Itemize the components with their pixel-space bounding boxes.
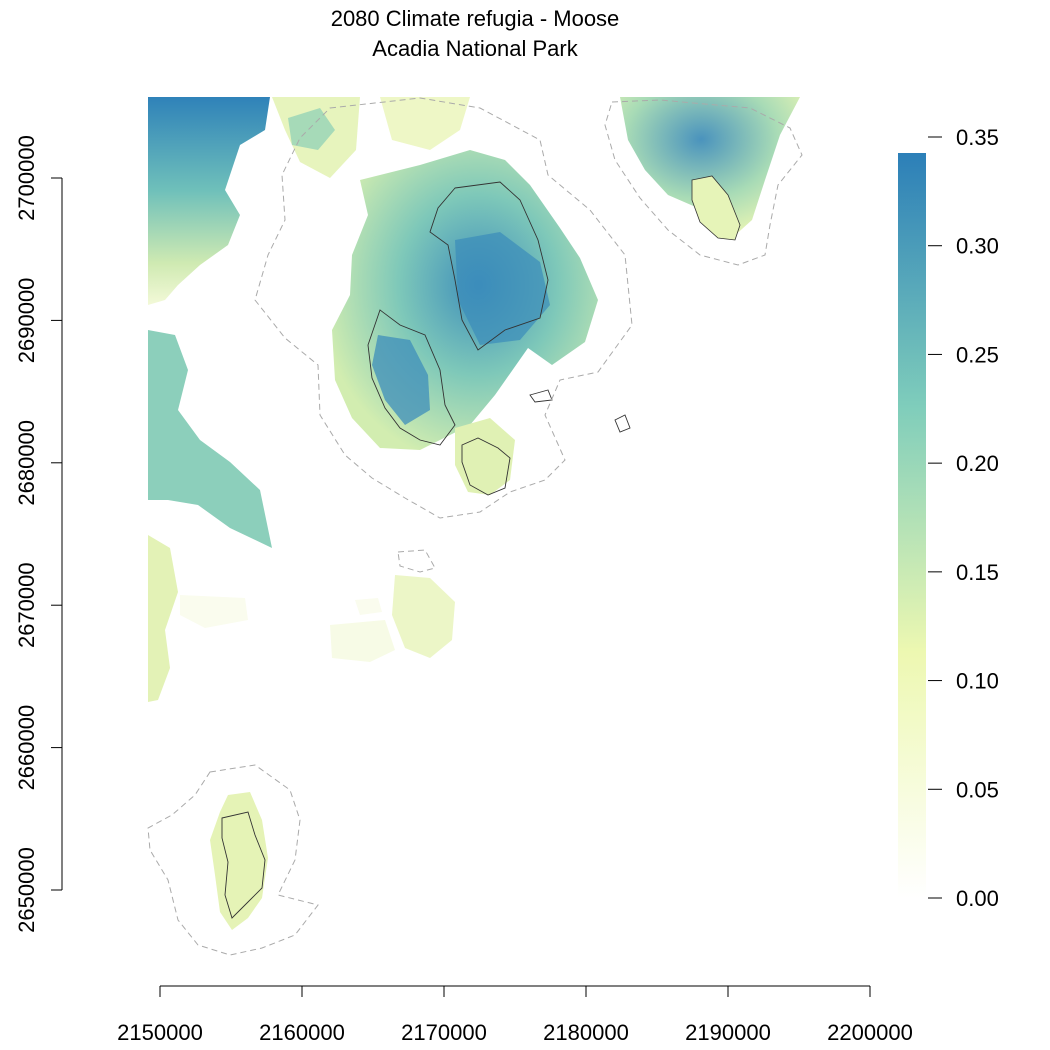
park-boundaries bbox=[221, 181, 631, 919]
legend-tick-label: 0.00 bbox=[956, 886, 999, 911]
legend-ticks bbox=[928, 136, 942, 899]
y-axis bbox=[51, 177, 63, 891]
y-tick-label: 2660000 bbox=[14, 705, 39, 791]
legend-tick-label: 0.30 bbox=[956, 234, 999, 259]
park-boundary-mdi-east bbox=[429, 181, 549, 351]
legend-colorbar bbox=[898, 153, 926, 898]
buffer-islet bbox=[397, 549, 436, 573]
legend-tick-label: 0.10 bbox=[956, 669, 999, 694]
park-boundary-islet bbox=[529, 389, 553, 403]
y-tick-labels: 2650000 2660000 2670000 2680000 2690000 27000… bbox=[14, 135, 39, 933]
x-ticks bbox=[159, 986, 871, 997]
x-tick-labels: 2150000 2160000 2170000 2180000 2190000 22000… bbox=[117, 1020, 913, 1045]
isle-au-haut bbox=[210, 792, 268, 930]
map-subtitle: Acadia National Park bbox=[372, 36, 578, 61]
x-tick-label: 2200000 bbox=[827, 1020, 913, 1045]
x-axis bbox=[159, 985, 871, 997]
mainland-southwest bbox=[148, 535, 178, 702]
legend-tick-label: 0.35 bbox=[956, 125, 999, 150]
mdi-south-tip bbox=[455, 418, 515, 495]
y-tick-label: 2650000 bbox=[14, 847, 39, 933]
mdi-west-lobe bbox=[372, 335, 430, 425]
map-title: 2080 Climate refugia - Moose bbox=[330, 6, 620, 31]
mainland-northwest bbox=[148, 97, 270, 305]
schoodic-point bbox=[691, 175, 741, 241]
park-boundary-isle-au-haut bbox=[221, 811, 266, 919]
y-tick-label: 2680000 bbox=[14, 420, 39, 506]
x-tick-label: 2190000 bbox=[685, 1020, 771, 1045]
outer-islands bbox=[330, 620, 395, 662]
outer-islands bbox=[355, 598, 382, 615]
buffer-mdi bbox=[254, 97, 633, 519]
mainland-west bbox=[148, 330, 272, 548]
y-tick-label: 2690000 bbox=[14, 278, 39, 364]
legend-tick-label: 0.20 bbox=[956, 451, 999, 476]
schoodic-peninsula bbox=[620, 97, 800, 238]
legend-tick-label: 0.25 bbox=[956, 342, 999, 367]
buffer-isle-au-haut bbox=[147, 764, 319, 956]
y-tick-label: 2670000 bbox=[14, 562, 39, 648]
raster-layer bbox=[148, 97, 800, 930]
x-tick-label: 2160000 bbox=[259, 1020, 345, 1045]
bay-islands-north bbox=[380, 97, 470, 150]
y-ticks bbox=[51, 177, 62, 891]
buffer-boundaries bbox=[147, 97, 803, 956]
park-boundary-mdi-west bbox=[367, 309, 456, 446]
park-boundary-islet bbox=[614, 414, 631, 433]
x-tick-label: 2170000 bbox=[401, 1020, 487, 1045]
buffer-schoodic bbox=[604, 99, 803, 266]
legend: 0.00 0.05 0.10 0.15 0.20 0.25 0.30 0.35 bbox=[898, 125, 999, 911]
y-tick-label: 2700000 bbox=[14, 135, 39, 221]
outer-islands bbox=[180, 595, 248, 628]
legend-tick-label: 0.05 bbox=[956, 777, 999, 802]
legend-tick-label: 0.15 bbox=[956, 560, 999, 585]
bay-islands-north bbox=[288, 108, 335, 150]
park-boundary-mdi-south bbox=[461, 437, 511, 496]
mdi-east-lobe bbox=[455, 232, 550, 345]
legend-tick-labels: 0.00 0.05 0.10 0.15 0.20 0.25 0.30 0.35 bbox=[956, 125, 999, 911]
x-tick-label: 2150000 bbox=[117, 1020, 203, 1045]
inner-islands bbox=[392, 575, 455, 658]
x-tick-label: 2180000 bbox=[543, 1020, 629, 1045]
